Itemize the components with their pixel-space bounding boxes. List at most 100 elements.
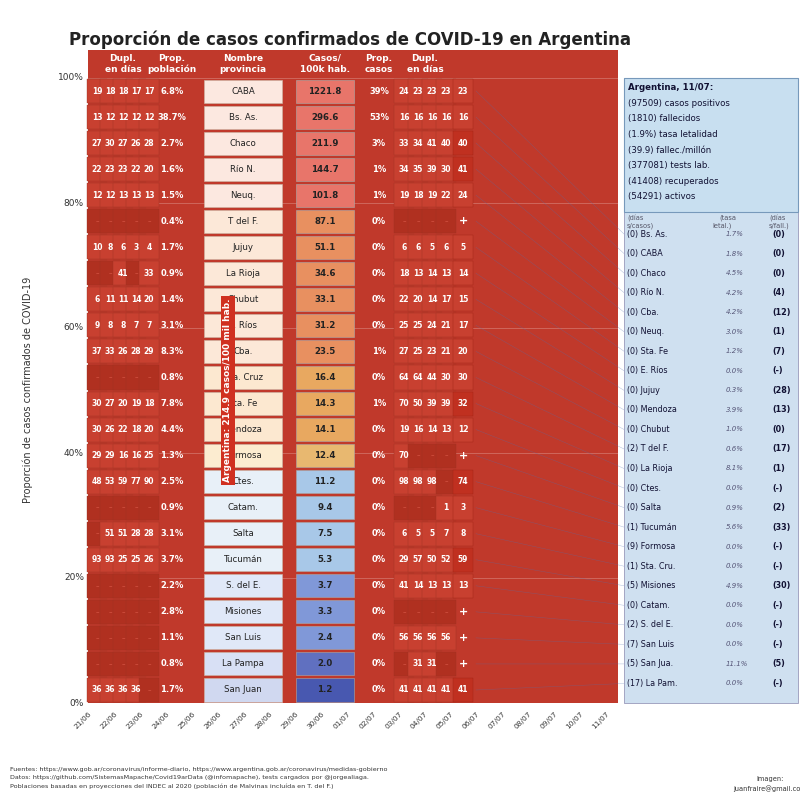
Text: –: – bbox=[402, 505, 406, 510]
Text: 18: 18 bbox=[398, 269, 410, 278]
Text: +: + bbox=[458, 450, 468, 461]
Text: (0) Neuq.: (0) Neuq. bbox=[627, 327, 664, 336]
Bar bbox=[139, 678, 159, 702]
Bar bbox=[126, 418, 146, 442]
Text: 30: 30 bbox=[105, 138, 115, 148]
Text: 31: 31 bbox=[426, 659, 438, 669]
Bar bbox=[113, 496, 133, 520]
Text: 26: 26 bbox=[130, 138, 142, 148]
Bar bbox=[87, 600, 107, 624]
Text: 16.4: 16.4 bbox=[314, 373, 336, 382]
Text: 20: 20 bbox=[458, 347, 468, 356]
Text: 51: 51 bbox=[118, 530, 128, 538]
Bar bbox=[126, 210, 146, 234]
Text: 23: 23 bbox=[105, 165, 115, 174]
Text: (días: (días bbox=[769, 214, 786, 222]
Text: 1.3%: 1.3% bbox=[160, 451, 184, 460]
Bar bbox=[422, 574, 442, 598]
Bar bbox=[113, 210, 133, 234]
Text: 0%: 0% bbox=[372, 242, 386, 252]
Bar bbox=[422, 235, 442, 259]
Text: 13: 13 bbox=[458, 582, 468, 590]
Text: 3.9%: 3.9% bbox=[726, 407, 744, 413]
Bar bbox=[113, 418, 133, 442]
Text: Casos/
100k hab.: Casos/ 100k hab. bbox=[300, 54, 350, 74]
Bar bbox=[453, 105, 473, 129]
Text: 20: 20 bbox=[118, 399, 128, 408]
Bar bbox=[394, 678, 414, 702]
Bar bbox=[113, 262, 133, 286]
Text: 3.7: 3.7 bbox=[318, 582, 333, 590]
Text: –: – bbox=[95, 609, 98, 615]
Text: (41408) recuperados: (41408) recuperados bbox=[628, 177, 718, 186]
Text: 4: 4 bbox=[146, 242, 152, 252]
Text: 2.2%: 2.2% bbox=[160, 582, 184, 590]
Text: letal.): letal.) bbox=[712, 222, 731, 230]
Bar bbox=[126, 314, 146, 338]
Text: –: – bbox=[444, 478, 448, 485]
Text: (17) La Pam.: (17) La Pam. bbox=[627, 679, 678, 688]
Text: 24: 24 bbox=[398, 86, 410, 95]
Text: 0%: 0% bbox=[372, 295, 386, 304]
Text: 13: 13 bbox=[130, 190, 142, 200]
Bar bbox=[422, 79, 442, 103]
Text: (0) Catam.: (0) Catam. bbox=[627, 601, 670, 610]
Text: 8: 8 bbox=[107, 321, 113, 330]
Text: 40: 40 bbox=[458, 138, 468, 148]
Text: 1%: 1% bbox=[372, 399, 386, 408]
Text: 26: 26 bbox=[144, 555, 154, 564]
Text: 1.7%: 1.7% bbox=[160, 242, 184, 252]
Text: 19: 19 bbox=[398, 425, 410, 434]
Bar bbox=[139, 443, 159, 468]
Bar bbox=[126, 652, 146, 676]
Bar bbox=[204, 262, 282, 285]
Bar bbox=[113, 574, 133, 598]
Bar bbox=[436, 235, 456, 259]
Text: 0.0%: 0.0% bbox=[726, 642, 744, 647]
Text: (0) Chubut: (0) Chubut bbox=[627, 425, 670, 434]
Text: T del F.: T del F. bbox=[228, 217, 258, 226]
Bar bbox=[296, 626, 354, 650]
Bar bbox=[100, 391, 120, 415]
Text: 25: 25 bbox=[131, 555, 141, 564]
Text: 2.4: 2.4 bbox=[318, 634, 333, 642]
Text: 22: 22 bbox=[92, 165, 102, 174]
Bar bbox=[453, 366, 473, 390]
Text: –: – bbox=[122, 661, 125, 667]
Bar bbox=[296, 262, 354, 285]
Bar bbox=[408, 210, 428, 234]
Text: 3.7%: 3.7% bbox=[161, 555, 183, 564]
Text: 39: 39 bbox=[426, 399, 438, 408]
Text: 18: 18 bbox=[144, 399, 154, 408]
Bar bbox=[408, 574, 428, 598]
Bar bbox=[126, 443, 146, 468]
Text: 2.0: 2.0 bbox=[318, 659, 333, 669]
Text: 1.5%: 1.5% bbox=[160, 190, 184, 200]
Text: –: – bbox=[416, 609, 420, 615]
Bar bbox=[296, 574, 354, 598]
Text: 0%: 0% bbox=[372, 451, 386, 460]
Text: 93: 93 bbox=[105, 555, 115, 564]
Text: 1.2%: 1.2% bbox=[726, 348, 744, 354]
Text: 16: 16 bbox=[413, 425, 423, 434]
Bar bbox=[113, 626, 133, 650]
Text: 0.0%: 0.0% bbox=[726, 563, 744, 570]
Text: 50: 50 bbox=[413, 399, 423, 408]
Text: (0): (0) bbox=[772, 249, 785, 258]
Bar bbox=[422, 678, 442, 702]
Bar bbox=[296, 392, 354, 415]
Bar bbox=[204, 470, 282, 493]
Text: 0.9%: 0.9% bbox=[726, 505, 744, 510]
Bar bbox=[87, 339, 107, 363]
Text: 144.7: 144.7 bbox=[311, 165, 339, 174]
Text: 34: 34 bbox=[413, 138, 423, 148]
Text: (-): (-) bbox=[772, 679, 782, 688]
Bar bbox=[87, 79, 107, 103]
Text: 25: 25 bbox=[144, 451, 154, 460]
Text: 53: 53 bbox=[105, 477, 115, 486]
Text: 90: 90 bbox=[144, 477, 154, 486]
Bar bbox=[436, 157, 456, 181]
Text: 36: 36 bbox=[118, 686, 128, 694]
Bar bbox=[408, 548, 428, 572]
Text: 13: 13 bbox=[413, 269, 423, 278]
